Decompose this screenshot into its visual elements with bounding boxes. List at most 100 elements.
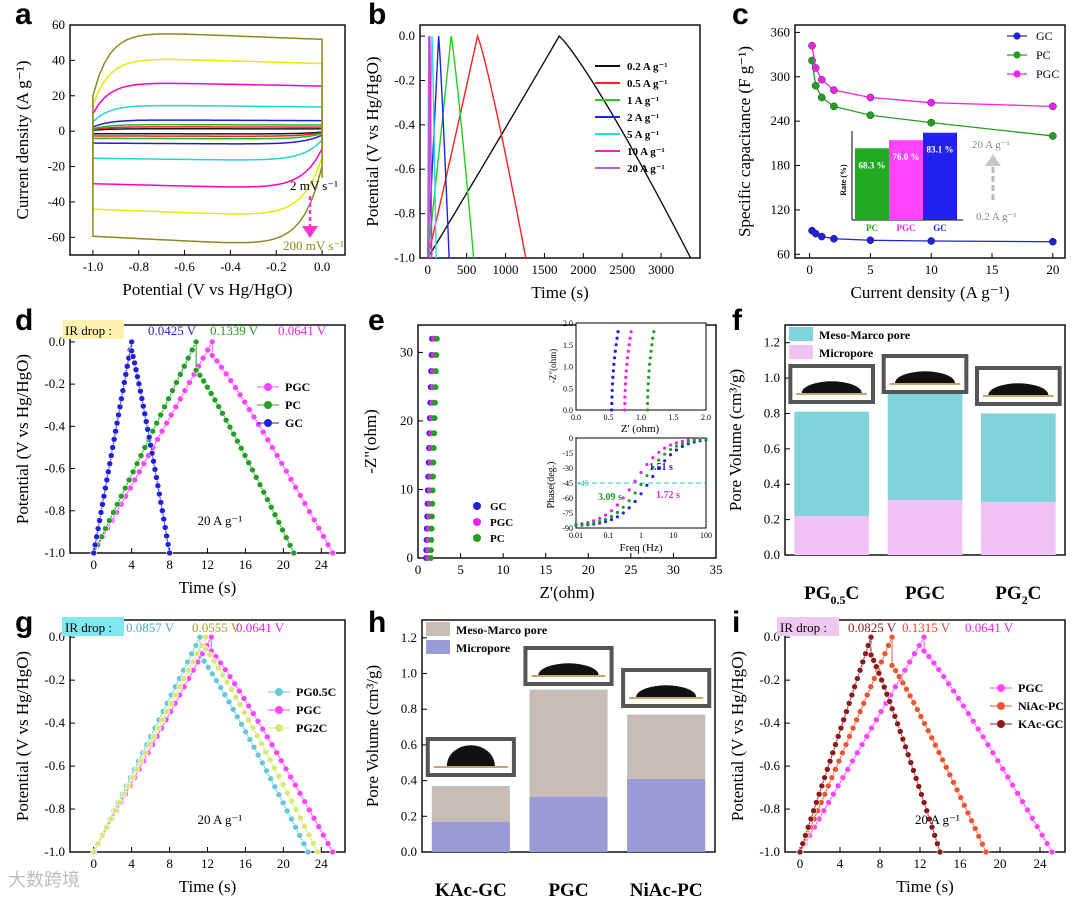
gcd-marker (157, 411, 164, 419)
y-tick-label: 1.0 (764, 370, 780, 385)
gcd-marker (252, 474, 260, 481)
gcd-marker (969, 717, 977, 725)
inset2-xtick: 10 (670, 531, 678, 540)
contact-angle-droplet (801, 381, 862, 393)
gcd-marker (940, 673, 947, 680)
gcd-marker (142, 418, 150, 425)
inset2-ytick: -15 (562, 449, 573, 458)
gcd-marker (209, 670, 216, 678)
inset1-xlabel: Z' (ohm) (621, 423, 660, 435)
nyquist-point (429, 487, 436, 494)
gcd-marker (232, 693, 240, 701)
gcd-marker (935, 749, 943, 756)
gcd-marker (888, 705, 896, 713)
ir-drop-value: 0.0641 V (278, 323, 327, 338)
inset1-point (648, 356, 652, 360)
gcd-marker (915, 642, 923, 649)
gcd-marker (920, 647, 928, 655)
panel-letter: d (15, 304, 33, 337)
gcd-marker (945, 680, 952, 688)
plot-frame (417, 324, 717, 559)
gcd-marker (1029, 814, 1036, 822)
gcd-marker (878, 658, 885, 666)
ir-drop-label: IR drop : (780, 620, 827, 635)
inset1-point (647, 369, 651, 373)
plot-frame (419, 24, 701, 259)
gcd-marker (911, 650, 918, 658)
gcd-marker (213, 357, 221, 365)
gcd-marker (821, 774, 828, 781)
x-tick-label: 8 (877, 856, 884, 871)
capacitance-point (830, 102, 838, 111)
legend-label: Meso-Marco pore (819, 328, 911, 342)
gcd-marker (173, 379, 180, 386)
inset2-point (598, 519, 602, 524)
inset1-point (616, 330, 620, 334)
category-label: PG2C (995, 583, 1041, 607)
legend-label: PG2C (296, 721, 327, 735)
gcd-marker (153, 419, 161, 427)
gcd-marker (206, 651, 214, 659)
inset2-point (639, 482, 643, 487)
y-tick-label: 180 (771, 158, 791, 173)
gcd-marker (878, 676, 885, 684)
gcd-marker (250, 413, 258, 421)
plot-frame (794, 24, 1066, 259)
gcd-marker (242, 728, 249, 736)
x-tick-label: 12 (201, 557, 214, 572)
ir-drop-box (62, 320, 124, 339)
gcd-marker (296, 790, 304, 797)
gcd-marker (329, 549, 336, 557)
gcd-marker (237, 444, 245, 452)
inset2-point (663, 446, 667, 450)
inset1-point (610, 401, 614, 406)
gcd-marker (180, 675, 188, 682)
gcd-marker (320, 533, 327, 540)
gcd-marker (153, 474, 160, 481)
gcd-marker (202, 633, 209, 641)
gcd-marker (100, 492, 108, 500)
x-tick-label: 2500 (609, 262, 635, 277)
gcd-marker (837, 724, 845, 732)
gcd-marker (110, 509, 117, 516)
y-tick-label: 0 (59, 123, 66, 138)
contact-angle-frame (881, 354, 969, 394)
inset2-point (639, 492, 643, 496)
y-tick-label: -0.4 (44, 418, 65, 433)
y-axis-label: Potential (V vs Hg/HgO) (363, 56, 382, 226)
inset1-xtick: 0.0 (571, 413, 581, 422)
inset1-point (648, 362, 652, 366)
gcd-marker (906, 658, 913, 666)
gcd-curve (93, 341, 171, 554)
gcd-marker (167, 411, 175, 419)
gcd-marker (250, 710, 257, 717)
inset1-xtick: 2.0 (701, 413, 711, 422)
x-tick-label: 16 (239, 856, 253, 871)
inset1-point (629, 330, 633, 334)
y-tick-label: 0.2 (401, 808, 417, 823)
gcd-marker (177, 371, 184, 378)
gcd-marker (129, 353, 137, 360)
gcd-marker (161, 403, 168, 411)
x-tick-label: 12 (914, 856, 927, 871)
gcd-marker (114, 500, 121, 508)
inset2-point (674, 448, 679, 452)
gcd-marker (219, 671, 227, 679)
gcd-marker (856, 666, 864, 674)
gcd-marker (314, 848, 321, 856)
inset2-point (633, 491, 637, 495)
panel-letter: i (732, 606, 740, 639)
ir-drop-label: IR drop : (65, 620, 112, 635)
gcd-marker (888, 662, 896, 669)
legend-label: PGC (1036, 67, 1059, 81)
gcd-marker (118, 395, 125, 403)
gcd-marker (124, 782, 132, 790)
inset1-ytick: 1.0 (563, 363, 573, 372)
gcd-marker (984, 741, 992, 749)
gcd-marker (245, 702, 252, 710)
legend-label: Micropore (456, 641, 511, 655)
gcd-marker (204, 663, 212, 671)
gcd-marker (926, 815, 933, 823)
gcd-marker (286, 541, 294, 549)
inset1-point (646, 382, 650, 386)
